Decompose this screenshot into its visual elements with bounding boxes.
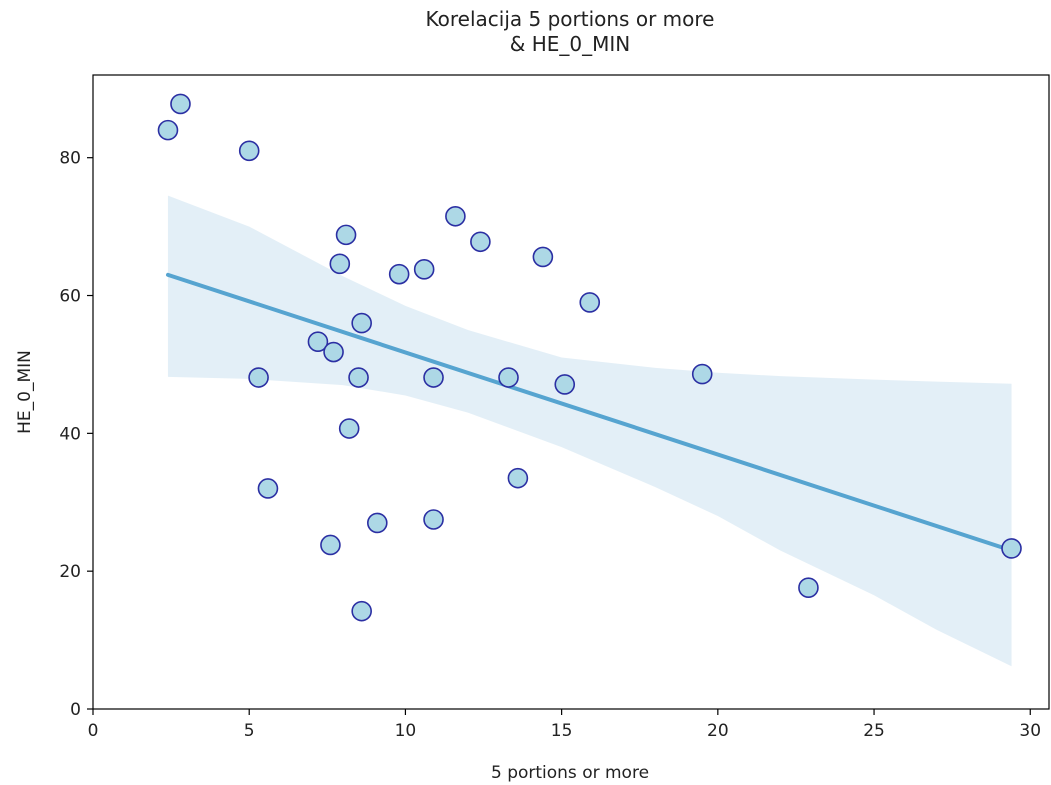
regression-line	[165, 272, 1014, 553]
data-point-2	[238, 140, 260, 162]
chart-title-line-2: & HE_0_MIN	[510, 32, 630, 56]
data-point-6	[320, 534, 341, 556]
data-point-10	[338, 418, 360, 439]
y-tick-label-80: 80	[59, 149, 81, 169]
data-point-9	[335, 224, 357, 246]
chart-title-line-1: Korelacija 5 portions or more	[426, 7, 715, 31]
plot-area	[157, 93, 1022, 667]
data-point-12	[351, 312, 372, 334]
y-axis-label: HE_0_MIN	[15, 350, 35, 434]
data-point-21	[498, 367, 519, 388]
data-point-20	[470, 231, 491, 253]
data-point-11	[348, 367, 369, 388]
data-point-1	[170, 93, 191, 115]
data-point-5	[307, 331, 329, 352]
plot-frame	[92, 74, 1050, 710]
data-points	[157, 93, 1022, 622]
x-tick-label-0: 0	[88, 721, 99, 741]
data-point-28	[1001, 538, 1022, 559]
x-tick-label-30: 30	[1019, 721, 1041, 741]
data-point-4	[257, 478, 279, 499]
x-tick-label-15: 15	[551, 721, 573, 741]
data-point-15	[388, 263, 410, 285]
data-point-7	[323, 341, 344, 363]
data-point-16	[413, 259, 435, 280]
data-point-18	[423, 509, 444, 530]
data-point-0	[157, 119, 179, 141]
x-axis-ticks: 0 5 10 15 20 25 30	[88, 709, 1041, 741]
x-tick-label-25: 25	[863, 721, 885, 741]
data-point-3	[248, 367, 269, 388]
y-tick-label-40: 40	[59, 424, 81, 444]
data-point-27	[798, 577, 819, 599]
x-tick-label-5: 5	[244, 721, 255, 741]
y-tick-label-0: 0	[70, 700, 81, 720]
data-point-24	[554, 374, 576, 395]
data-point-19	[445, 205, 466, 227]
y-axis-ticks: 0 20 40 60 80	[59, 149, 93, 720]
data-point-13	[351, 600, 372, 622]
confidence-band	[167, 195, 1012, 667]
data-point-26	[691, 363, 713, 385]
data-point-25	[579, 292, 601, 313]
data-point-17	[423, 367, 444, 388]
data-point-23	[532, 246, 554, 268]
x-axis-label: 5 portions or more	[491, 763, 649, 783]
y-tick-label-20: 20	[59, 562, 81, 582]
x-tick-label-10: 10	[395, 721, 417, 741]
x-tick-label-20: 20	[707, 721, 729, 741]
data-point-8	[329, 253, 351, 275]
data-point-22	[507, 467, 529, 489]
data-point-14	[367, 512, 388, 534]
y-tick-label-60: 60	[59, 287, 81, 307]
